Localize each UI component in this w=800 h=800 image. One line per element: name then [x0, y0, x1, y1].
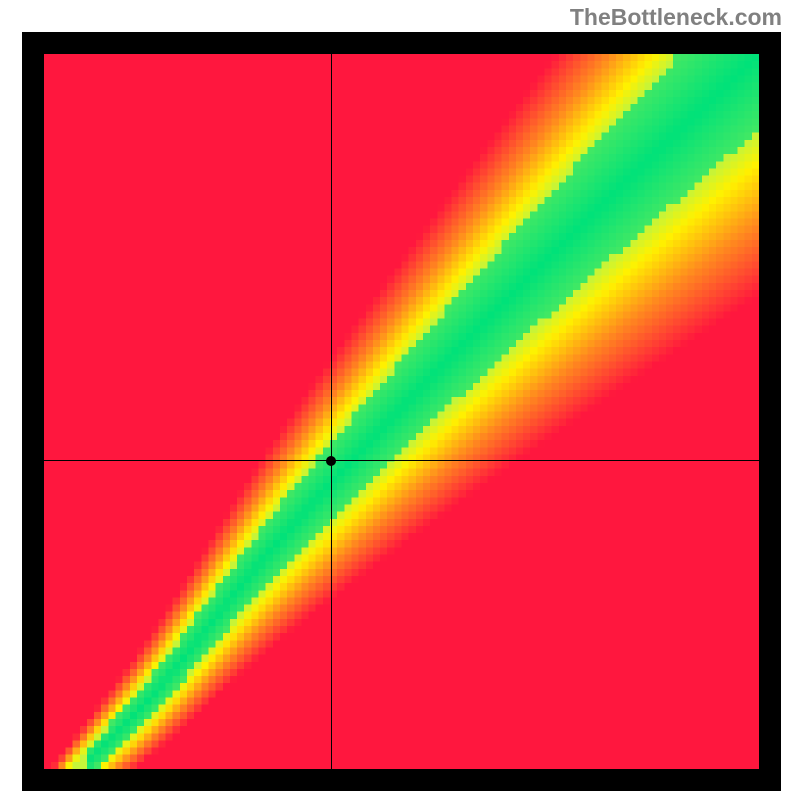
chart-container: { "watermark": { "text": "TheBottleneck.… [0, 0, 800, 800]
heatmap-canvas [44, 54, 759, 769]
plot-area [22, 32, 781, 791]
watermark-text: TheBottleneck.com [570, 4, 782, 31]
